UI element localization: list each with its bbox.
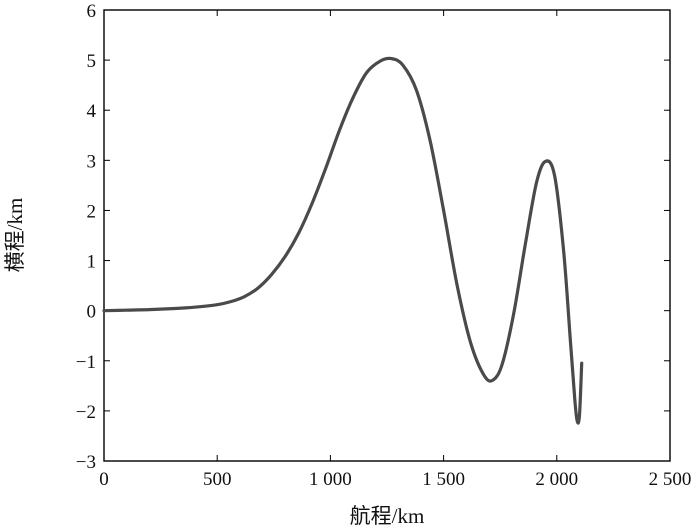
series-layer xyxy=(102,56,584,425)
x-tick-label: 2 500 xyxy=(649,469,692,490)
series-line xyxy=(102,56,584,425)
y-tick-label: −3 xyxy=(76,452,96,473)
x-tick-label: 2 000 xyxy=(535,469,578,490)
x-tick-label: 1 500 xyxy=(422,469,465,490)
y-tick-label: 1 xyxy=(87,252,97,273)
y-tick-label: −1 xyxy=(76,352,96,373)
plot-frame xyxy=(103,9,671,462)
ticks-layer: 0 500 1 000 1 500 2 000 2 500 −3 −2 −1 0 1 2 3 4 5 6 xyxy=(76,1,692,490)
y-tick-label: 4 xyxy=(87,101,97,122)
x-tick-label: 0 xyxy=(99,469,109,490)
y-tick-label: 3 xyxy=(87,151,97,172)
y-tick-label: 6 xyxy=(87,1,97,22)
y-tick-label: −2 xyxy=(76,402,96,423)
y-tick-label: 0 xyxy=(87,302,97,323)
y-tick-label: 5 xyxy=(87,51,97,72)
x-axis-title: 航程/km xyxy=(350,504,425,528)
y-tick-label: 2 xyxy=(87,201,97,222)
y-axis-title: 横程/km xyxy=(3,198,27,273)
x-tick-label: 1 000 xyxy=(309,469,352,490)
x-tick-label: 500 xyxy=(203,469,232,490)
